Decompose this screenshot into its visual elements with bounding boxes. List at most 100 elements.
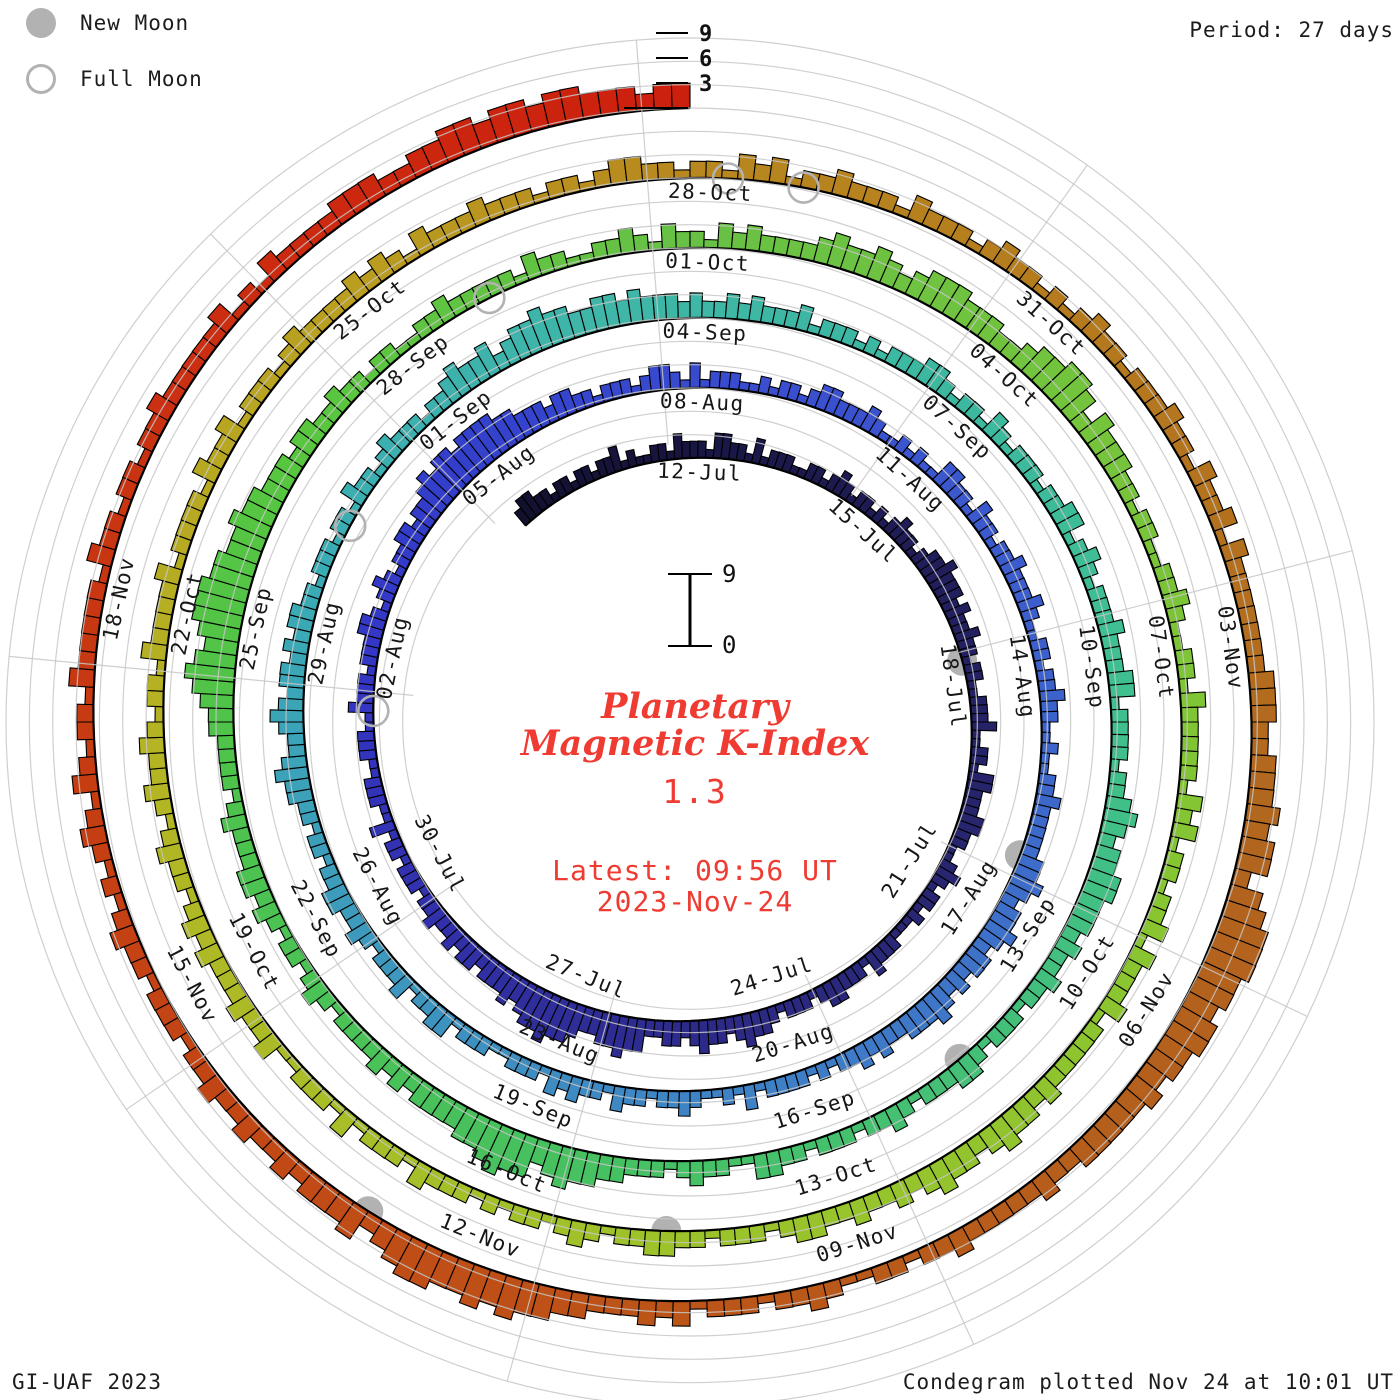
k-index-bar xyxy=(702,1159,718,1178)
k-index-bar xyxy=(666,1090,680,1109)
k-index-bar xyxy=(723,1297,743,1317)
grid-circle xyxy=(28,60,1352,1384)
k-index-bar xyxy=(706,1298,726,1318)
k-index-bar xyxy=(617,227,636,256)
k-index-bar xyxy=(680,1020,691,1039)
k-index-bar xyxy=(207,707,235,723)
k-index-bar xyxy=(721,1086,736,1106)
legend-new-moon: New Moon xyxy=(26,8,189,38)
grid-circle xyxy=(378,410,1002,1034)
k-index-bar xyxy=(1250,737,1269,757)
grid-spoke xyxy=(850,164,1088,497)
k-index-bar xyxy=(1250,704,1277,723)
period-label: Period: 27 days xyxy=(1189,18,1394,42)
k-index-bar xyxy=(76,703,95,723)
k-index-bar xyxy=(1179,691,1207,709)
spiral-baseline xyxy=(92,106,1253,1303)
new-moon-icon xyxy=(26,8,56,38)
k-index-bar xyxy=(143,782,172,803)
k-scale-max-label: 9 xyxy=(722,560,736,588)
grid-spoke xyxy=(940,841,1308,1018)
k-index-bar xyxy=(969,704,989,715)
grid-circle xyxy=(5,37,1375,1400)
k-index-bar xyxy=(1178,764,1199,782)
k-index-bar xyxy=(712,300,728,320)
k-index-bar xyxy=(220,774,241,792)
k-index-bar xyxy=(636,1158,653,1178)
k-index-bar xyxy=(970,729,981,740)
k-index-bar xyxy=(658,1230,676,1257)
grid-spoke xyxy=(9,655,414,696)
radial-axis-label: 3 xyxy=(699,72,712,97)
radial-axis-label: 6 xyxy=(699,47,712,72)
k-index-bar xyxy=(681,440,691,459)
k-index-bar xyxy=(628,1228,647,1248)
k-index-bar xyxy=(672,433,683,460)
k-index-bar xyxy=(1180,706,1199,723)
grid-circle xyxy=(168,200,1212,1244)
date-label: 01-Oct xyxy=(665,249,751,276)
date-label: 12-Jul xyxy=(657,459,743,486)
k-index-bar xyxy=(652,293,668,321)
k-index-bar xyxy=(654,1299,674,1319)
grid-circle xyxy=(98,130,1282,1314)
full-moon-marker xyxy=(472,281,506,315)
grid-spoke xyxy=(210,233,496,525)
k-index-bar xyxy=(596,88,620,117)
k-index-bar xyxy=(640,162,659,182)
k-index-bar xyxy=(969,695,988,707)
k-index-bar xyxy=(1110,746,1129,761)
k-index-bar xyxy=(71,773,100,795)
k-index-bar xyxy=(689,362,701,389)
grid-circle xyxy=(215,247,1165,1197)
k-index-bar xyxy=(689,230,705,249)
grid-circle xyxy=(238,270,1142,1174)
k-index-bar xyxy=(1040,710,1059,723)
k-index-bar xyxy=(77,650,98,671)
k-index-bar xyxy=(689,292,704,319)
k-index-bar xyxy=(287,743,307,758)
k-index-bar xyxy=(1176,662,1196,680)
k-index-bar xyxy=(219,761,239,778)
full-moon-marker xyxy=(333,509,367,543)
radial-axis-label: 9 xyxy=(699,22,712,47)
k-index-bar xyxy=(689,1090,702,1109)
k-scale-min-label: 0 xyxy=(722,631,736,659)
k-index-bar xyxy=(660,223,677,250)
k-index-bar xyxy=(656,161,675,180)
k-index-bar xyxy=(1037,678,1057,693)
date-label: 04-Sep xyxy=(662,319,748,346)
date-label: 28-Oct xyxy=(668,179,754,206)
k-index-bar xyxy=(701,300,716,319)
grid-circle xyxy=(52,84,1328,1360)
k-index-bar xyxy=(1180,735,1199,753)
grid-spoke xyxy=(958,550,1353,653)
k-index-bar xyxy=(208,721,235,737)
k-index-bar xyxy=(664,293,679,320)
k-index-bar xyxy=(1039,700,1059,713)
grid-circle xyxy=(285,317,1095,1127)
k-index-bar xyxy=(671,1300,691,1327)
k-index-bar xyxy=(1110,733,1130,749)
grid-circle xyxy=(122,154,1258,1290)
k-index-bar xyxy=(652,83,673,111)
legend-new-moon-label: New Moon xyxy=(80,11,190,35)
k-index-bar xyxy=(357,739,377,752)
legend-full-moon: Full Moon xyxy=(26,64,203,94)
grid-circle xyxy=(332,364,1048,1080)
k-index-bar xyxy=(649,1159,665,1179)
plotted-timestamp: Condegram plotted Nov 24 at 10:01 UT xyxy=(902,1370,1394,1394)
k-index-bar xyxy=(269,709,305,723)
k-index-bar xyxy=(277,697,305,712)
k-index-bar xyxy=(674,1230,691,1249)
k-index-bar xyxy=(676,1160,691,1179)
grid-circle xyxy=(308,340,1072,1104)
k-index-bar xyxy=(1108,682,1136,699)
full-moon-marker xyxy=(711,162,745,195)
k-index-bar xyxy=(138,736,166,755)
k-index-bar xyxy=(1248,670,1276,690)
k-index-bar xyxy=(677,1090,691,1117)
k-index-bar xyxy=(733,1225,752,1246)
k-index-bar xyxy=(146,689,165,708)
